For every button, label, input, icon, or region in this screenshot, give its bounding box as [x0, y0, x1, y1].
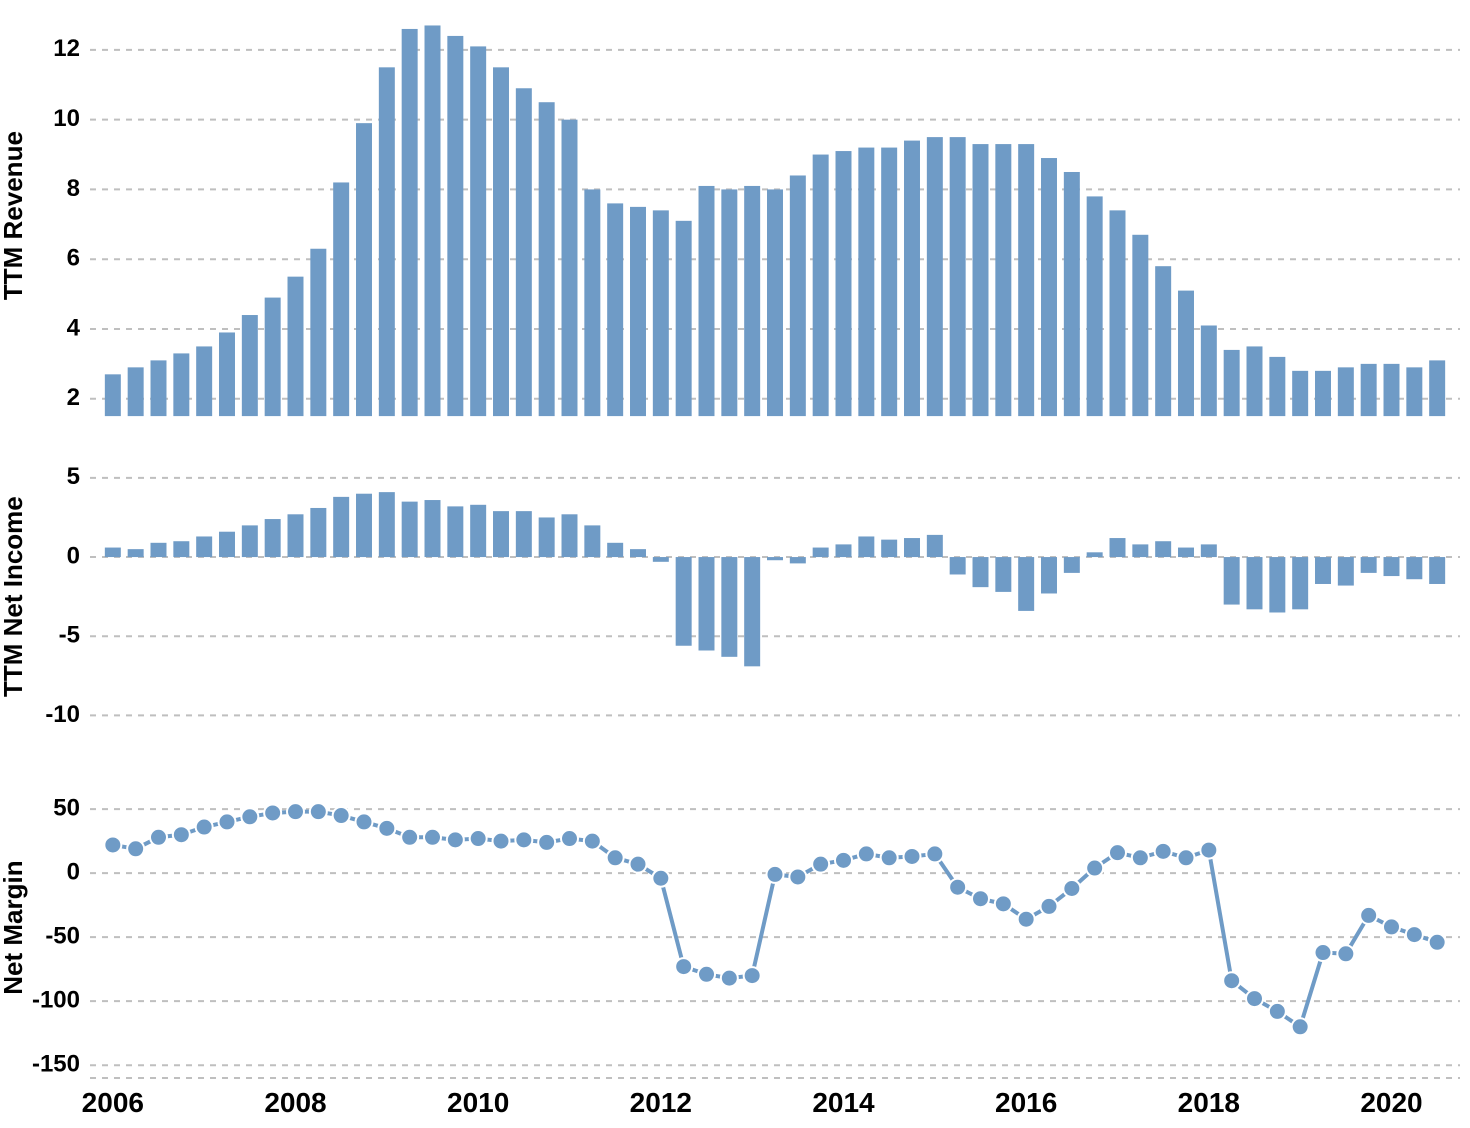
svg-text:5: 5	[67, 463, 80, 490]
svg-text:10: 10	[53, 105, 80, 132]
svg-text:8: 8	[67, 175, 80, 202]
svg-text:50: 50	[53, 794, 80, 821]
svg-text:2014: 2014	[812, 1087, 875, 1118]
chart-svg: 24681012TTM Revenue-10-505TTM Net Income…	[0, 0, 1470, 1128]
svg-text:2012: 2012	[630, 1087, 692, 1118]
svg-text:12: 12	[53, 35, 80, 62]
svg-text:2016: 2016	[995, 1087, 1057, 1118]
svg-text:-50: -50	[45, 922, 80, 949]
svg-text:-100: -100	[32, 987, 80, 1014]
svg-text:2020: 2020	[1360, 1087, 1422, 1118]
svg-text:-5: -5	[59, 622, 80, 649]
svg-text:-10: -10	[45, 701, 80, 728]
svg-text:-150: -150	[32, 1051, 80, 1078]
svg-text:2: 2	[67, 384, 80, 411]
svg-text:TTM Net Income: TTM Net Income	[0, 496, 28, 697]
svg-text:Net Margin: Net Margin	[0, 860, 28, 994]
svg-text:4: 4	[67, 314, 81, 341]
svg-text:2018: 2018	[1178, 1087, 1240, 1118]
svg-text:2006: 2006	[82, 1087, 144, 1118]
financial-chart-panel: 24681012TTM Revenue-10-505TTM Net Income…	[0, 0, 1470, 1128]
svg-text:0: 0	[67, 542, 80, 569]
svg-text:6: 6	[67, 245, 80, 272]
svg-text:2010: 2010	[447, 1087, 509, 1118]
svg-text:TTM Revenue: TTM Revenue	[0, 131, 28, 300]
svg-text:0: 0	[67, 858, 80, 885]
svg-text:2008: 2008	[264, 1087, 326, 1118]
